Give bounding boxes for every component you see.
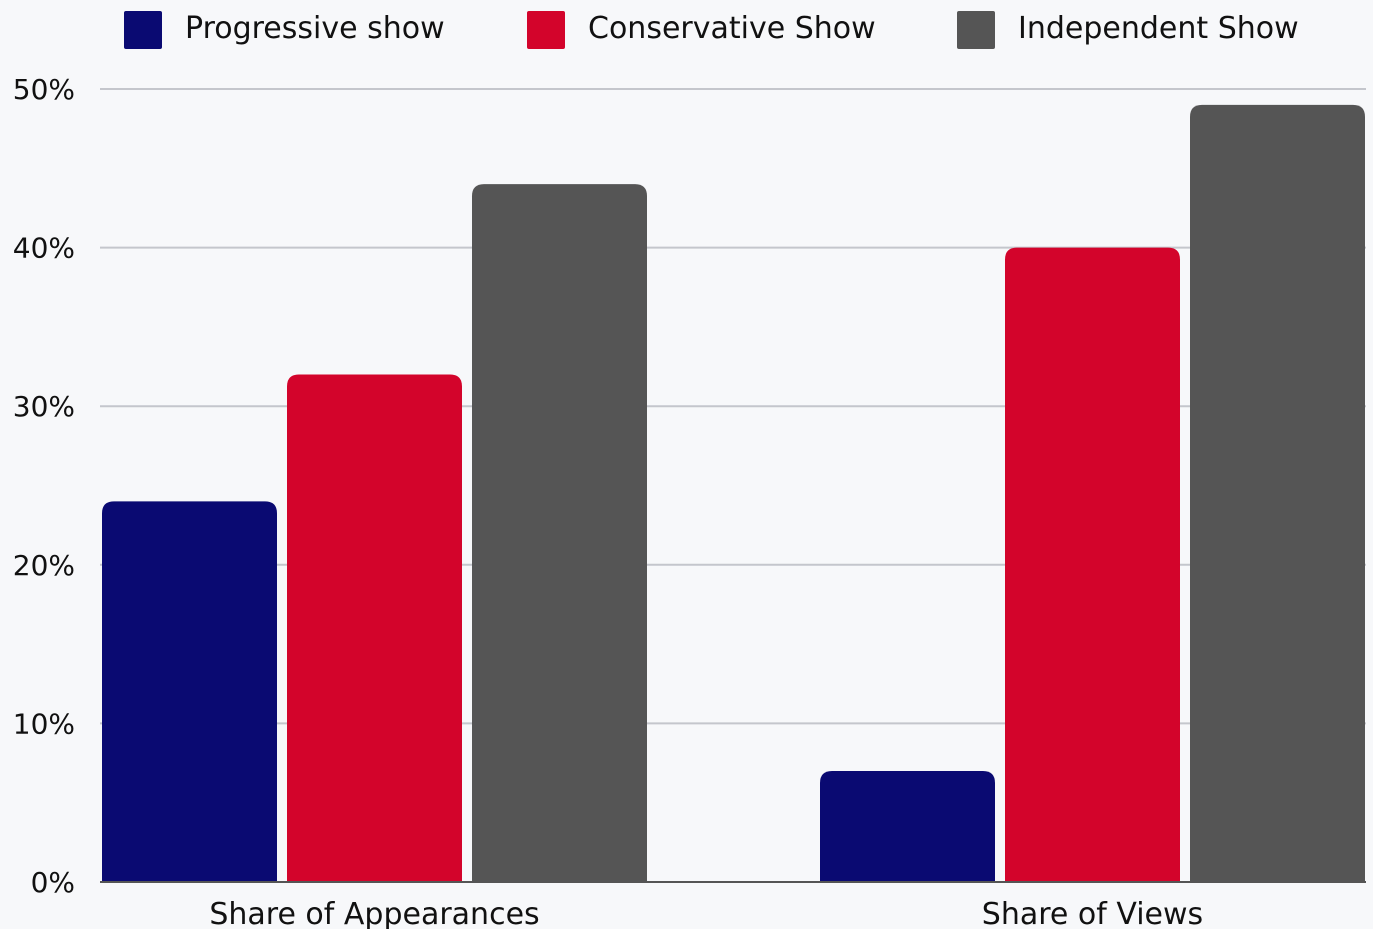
bars: [102, 104, 1365, 883]
legend: Progressive show Conservative Show Indepen…: [124, 11, 1299, 49]
legend-swatch: [527, 11, 565, 49]
y-tick-label: 40%: [13, 232, 75, 265]
y-tick-label: 50%: [13, 73, 75, 106]
legend-swatch: [957, 11, 995, 49]
y-axis-tick-labels: 0% 10% 20% 30% 40% 50%: [13, 73, 75, 899]
legend-item: Progressive show: [124, 11, 445, 49]
legend-label: Progressive show: [185, 11, 445, 46]
legend-item: Independent Show: [957, 11, 1299, 49]
bar-conservative-show-share-of-appearances: [287, 374, 462, 882]
bar-independent-show-share-of-views: [1190, 104, 1365, 883]
y-tick-label: 30%: [13, 390, 75, 423]
bar-progressive-show-share-of-views: [820, 770, 995, 882]
y-tick-label: 20%: [13, 549, 75, 582]
y-tick-label: 0%: [31, 866, 75, 899]
y-tick-label: 10%: [13, 707, 75, 740]
x-category-label: Share of Appearances: [209, 897, 539, 929]
legend-item: Conservative Show: [527, 11, 876, 49]
x-category-label: Share of Views: [982, 897, 1203, 929]
bar-progressive-show-share-of-appearances: [102, 501, 277, 882]
legend-label: Conservative Show: [588, 11, 876, 46]
bar-conservative-show-share-of-views: [1005, 247, 1180, 883]
legend-label: Independent Show: [1018, 11, 1299, 46]
legend-swatch: [124, 11, 162, 49]
bar-independent-show-share-of-appearances: [472, 184, 647, 882]
x-axis-category-labels: Share of Appearances Share of Views: [209, 897, 1203, 929]
